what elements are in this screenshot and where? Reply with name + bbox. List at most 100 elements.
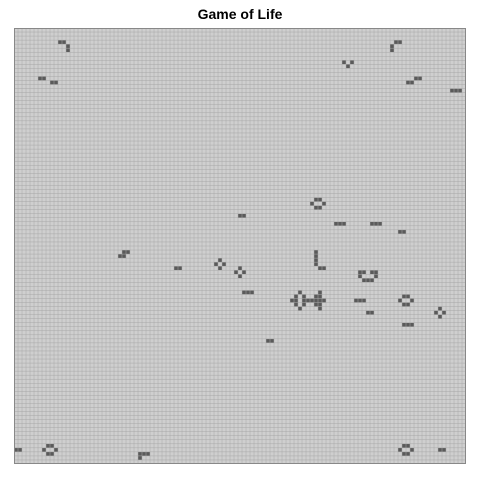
live-cell[interactable]	[334, 222, 338, 226]
live-cell[interactable]	[402, 444, 406, 448]
live-cell[interactable]	[402, 230, 406, 234]
live-cell[interactable]	[238, 214, 242, 218]
live-cell[interactable]	[378, 222, 382, 226]
live-cell[interactable]	[362, 278, 366, 282]
live-cell[interactable]	[58, 40, 62, 44]
live-cell[interactable]	[342, 222, 346, 226]
live-cell[interactable]	[50, 452, 54, 456]
live-cell[interactable]	[214, 262, 218, 266]
live-cell[interactable]	[222, 262, 226, 266]
live-cell[interactable]	[54, 448, 58, 452]
live-cell[interactable]	[234, 270, 238, 274]
live-cell[interactable]	[406, 444, 410, 448]
live-cell[interactable]	[370, 311, 374, 315]
live-cell[interactable]	[390, 48, 394, 52]
live-cell[interactable]	[246, 290, 250, 294]
live-cell[interactable]	[418, 76, 422, 80]
live-cell[interactable]	[410, 80, 414, 84]
live-cell[interactable]	[410, 298, 414, 302]
live-cell[interactable]	[370, 222, 374, 226]
live-cell[interactable]	[266, 339, 270, 343]
live-cell[interactable]	[294, 298, 298, 302]
live-cell[interactable]	[438, 307, 442, 311]
life-grid[interactable]	[14, 28, 466, 464]
live-cell[interactable]	[138, 452, 142, 456]
live-cell[interactable]	[454, 89, 458, 93]
live-cell[interactable]	[406, 303, 410, 307]
live-cell[interactable]	[62, 40, 66, 44]
live-cell[interactable]	[218, 266, 222, 270]
live-cell[interactable]	[398, 448, 402, 452]
live-cell[interactable]	[318, 266, 322, 270]
live-cell[interactable]	[390, 44, 394, 48]
live-cell[interactable]	[46, 444, 50, 448]
live-cell[interactable]	[54, 80, 58, 84]
live-cell[interactable]	[50, 444, 54, 448]
live-cell[interactable]	[370, 270, 374, 274]
live-cell[interactable]	[238, 266, 242, 270]
live-cell[interactable]	[66, 48, 70, 52]
live-cell[interactable]	[146, 452, 150, 456]
live-cell[interactable]	[306, 298, 310, 302]
live-cell[interactable]	[122, 250, 126, 254]
live-cell[interactable]	[398, 230, 402, 234]
live-cell[interactable]	[346, 64, 350, 68]
live-cell[interactable]	[302, 294, 306, 298]
live-cell[interactable]	[122, 254, 126, 258]
live-cell[interactable]	[322, 266, 326, 270]
live-cell[interactable]	[314, 250, 318, 254]
live-cell[interactable]	[298, 290, 302, 294]
live-cell[interactable]	[310, 202, 314, 206]
live-cell[interactable]	[302, 303, 306, 307]
live-cell[interactable]	[38, 76, 42, 80]
live-cell[interactable]	[218, 258, 222, 262]
live-cell[interactable]	[242, 270, 246, 274]
live-cell[interactable]	[322, 298, 326, 302]
live-cell[interactable]	[354, 298, 358, 302]
live-cell[interactable]	[442, 448, 446, 452]
live-cell[interactable]	[138, 456, 142, 460]
live-cell[interactable]	[438, 448, 442, 452]
live-cell[interactable]	[374, 274, 378, 278]
live-cell[interactable]	[366, 278, 370, 282]
live-cell[interactable]	[318, 303, 322, 307]
live-cell[interactable]	[398, 40, 402, 44]
live-cell[interactable]	[406, 294, 410, 298]
live-cell[interactable]	[314, 294, 318, 298]
live-cell[interactable]	[66, 44, 70, 48]
live-cell[interactable]	[358, 274, 362, 278]
live-cell[interactable]	[298, 307, 302, 311]
live-cell[interactable]	[402, 303, 406, 307]
live-cell[interactable]	[358, 298, 362, 302]
live-cell[interactable]	[362, 298, 366, 302]
live-cell[interactable]	[342, 60, 346, 64]
live-cell[interactable]	[50, 80, 54, 84]
live-cell[interactable]	[314, 298, 318, 302]
live-cell[interactable]	[410, 323, 414, 327]
live-cell[interactable]	[410, 448, 414, 452]
live-cell[interactable]	[366, 311, 370, 315]
live-cell[interactable]	[374, 222, 378, 226]
live-cell[interactable]	[402, 323, 406, 327]
live-cell[interactable]	[318, 298, 322, 302]
live-cell[interactable]	[290, 298, 294, 302]
live-cell[interactable]	[406, 80, 410, 84]
live-cell[interactable]	[314, 254, 318, 258]
live-cell[interactable]	[242, 290, 246, 294]
live-cell[interactable]	[270, 339, 274, 343]
live-cell[interactable]	[314, 198, 318, 202]
live-cell[interactable]	[414, 76, 418, 80]
live-cell[interactable]	[362, 270, 366, 274]
live-cell[interactable]	[318, 290, 322, 294]
live-cell[interactable]	[318, 198, 322, 202]
live-cell[interactable]	[314, 206, 318, 210]
live-cell[interactable]	[318, 294, 322, 298]
live-cell[interactable]	[350, 60, 354, 64]
live-cell[interactable]	[450, 89, 454, 93]
live-cell[interactable]	[314, 262, 318, 266]
live-cell[interactable]	[314, 258, 318, 262]
live-cell[interactable]	[18, 448, 22, 452]
live-cell[interactable]	[174, 266, 178, 270]
live-cell[interactable]	[406, 323, 410, 327]
live-cell[interactable]	[142, 452, 146, 456]
